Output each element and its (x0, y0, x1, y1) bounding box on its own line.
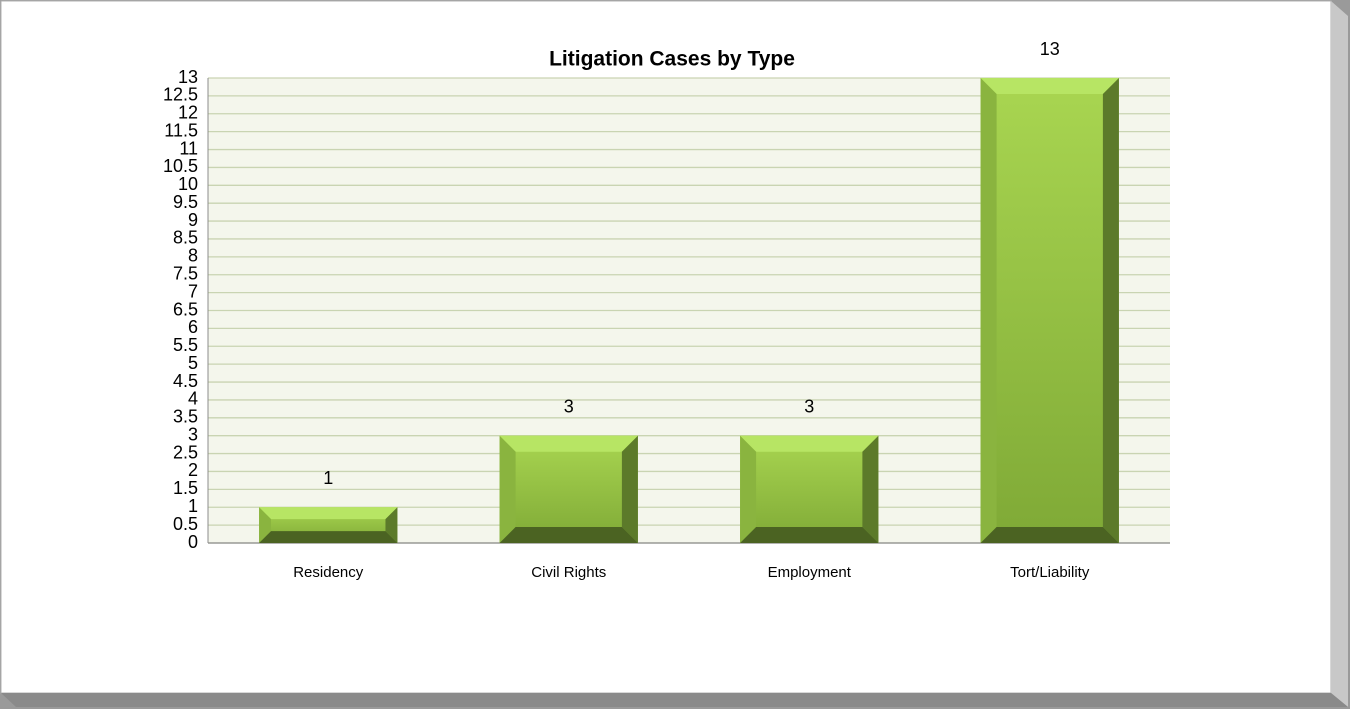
bar-bevel (499, 435, 516, 543)
chart-title: Litigation Cases by Type (549, 48, 795, 71)
y-tick-label: 2.5 (173, 442, 198, 462)
data-label: 13 (1040, 39, 1060, 59)
y-tick-label: 10.5 (163, 156, 198, 176)
y-tick-label: 9.5 (173, 192, 198, 212)
bar-bevel (980, 78, 997, 543)
data-label: 1 (323, 468, 333, 488)
bar-bevel (385, 507, 398, 543)
bar-bevel (499, 435, 638, 452)
bar-bevel (499, 527, 638, 543)
y-tick-label: 2 (188, 460, 198, 480)
bar-bevel (862, 435, 879, 543)
bar-bevel (740, 435, 879, 452)
bar-bevel (980, 78, 1119, 94)
y-tick-label: 7 (188, 281, 198, 301)
y-tick-label: 0 (188, 532, 198, 552)
y-tick-label: 3 (188, 424, 198, 444)
bar (499, 435, 638, 543)
bar (980, 78, 1119, 543)
x-tick-label: Employment (768, 564, 852, 581)
bar-bevel (259, 507, 272, 543)
y-tick-label: 12.5 (163, 85, 198, 105)
frame-bevel (1, 693, 1348, 707)
y-tick-label: 8.5 (173, 228, 198, 248)
bar-bevel (740, 435, 757, 543)
x-tick-label: Tort/Liability (1010, 564, 1090, 581)
y-tick-label: 0.5 (173, 514, 198, 534)
y-tick-label: 3.5 (173, 407, 198, 427)
data-label: 3 (564, 396, 574, 416)
bar (740, 435, 879, 543)
y-tick-label: 4 (188, 389, 198, 409)
y-tick-label: 5 (188, 353, 198, 373)
y-tick-label: 13 (178, 67, 198, 87)
y-tick-label: 11.5 (164, 120, 198, 140)
x-tick-label: Residency (293, 564, 364, 581)
y-tick-label: 1 (188, 496, 198, 516)
bar-bevel (259, 507, 398, 520)
y-tick-label: 5.5 (173, 335, 198, 355)
y-tick-label: 4.5 (173, 371, 198, 391)
y-tick-label: 9 (188, 210, 198, 230)
bar-bevel (1102, 78, 1119, 543)
bar-bevel (980, 527, 1119, 543)
bar-bevel (259, 531, 398, 543)
bar-bevel (740, 527, 879, 543)
y-tick-label: 7.5 (173, 263, 198, 283)
y-tick-label: 6 (188, 317, 198, 337)
y-tick-label: 8 (188, 246, 198, 266)
data-label: 3 (804, 396, 814, 416)
y-tick-label: 12 (178, 103, 198, 123)
x-tick-label: Civil Rights (531, 564, 606, 581)
y-tick-label: 1.5 (173, 478, 198, 498)
y-tick-label: 10 (178, 174, 198, 194)
bar-bevel (621, 435, 638, 543)
frame-bevel (1331, 1, 1348, 707)
y-tick-label: 6.5 (173, 299, 198, 319)
y-tick-label: 11 (179, 138, 198, 158)
